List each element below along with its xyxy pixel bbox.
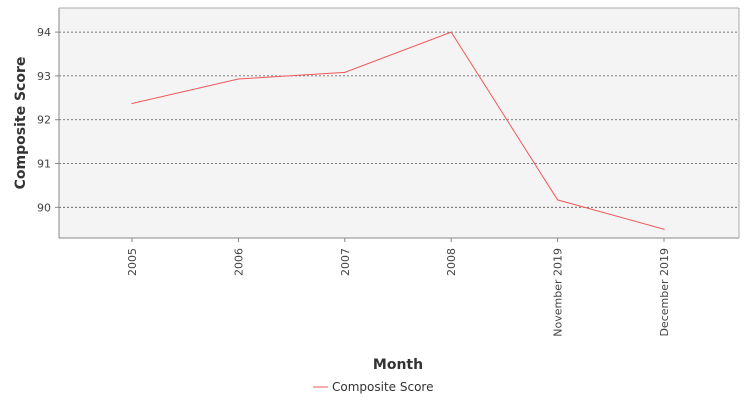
x-axis-ticks: 2005 2006 2007 2008 November 2019 December 20… [126, 238, 671, 337]
series-line-0 [131, 31, 665, 230]
y-tick-label: 93 [37, 70, 51, 83]
x-tick-label: 2005 [126, 248, 139, 276]
series-layer [131, 31, 665, 230]
data-point [344, 71, 346, 73]
legend: Composite Score [313, 380, 433, 394]
x-tick-label: November 2019 [552, 248, 565, 337]
x-tick-label: 2008 [445, 248, 458, 276]
x-tick-label: 2006 [232, 248, 245, 276]
x-tick-label: 2007 [339, 248, 352, 276]
x-tick-label: December 2019 [658, 248, 671, 337]
x-axis-title: Month [373, 357, 423, 373]
data-point [131, 102, 133, 105]
data-point [450, 31, 452, 33]
data-point [557, 199, 559, 201]
data-point [663, 228, 665, 230]
y-tick-label: 91 [37, 158, 51, 171]
legend-label: Composite Score [332, 380, 433, 394]
y-tick-label: 94 [37, 26, 51, 39]
y-tick-label: 92 [37, 114, 51, 127]
y-axis-title: Composite Score [13, 57, 29, 190]
data-point [237, 78, 239, 80]
grid-lines [59, 31, 739, 208]
y-axis-ticks: 90 91 92 93 94 [37, 26, 59, 214]
plot-background [59, 8, 739, 238]
y-tick-label: 90 [37, 201, 51, 214]
